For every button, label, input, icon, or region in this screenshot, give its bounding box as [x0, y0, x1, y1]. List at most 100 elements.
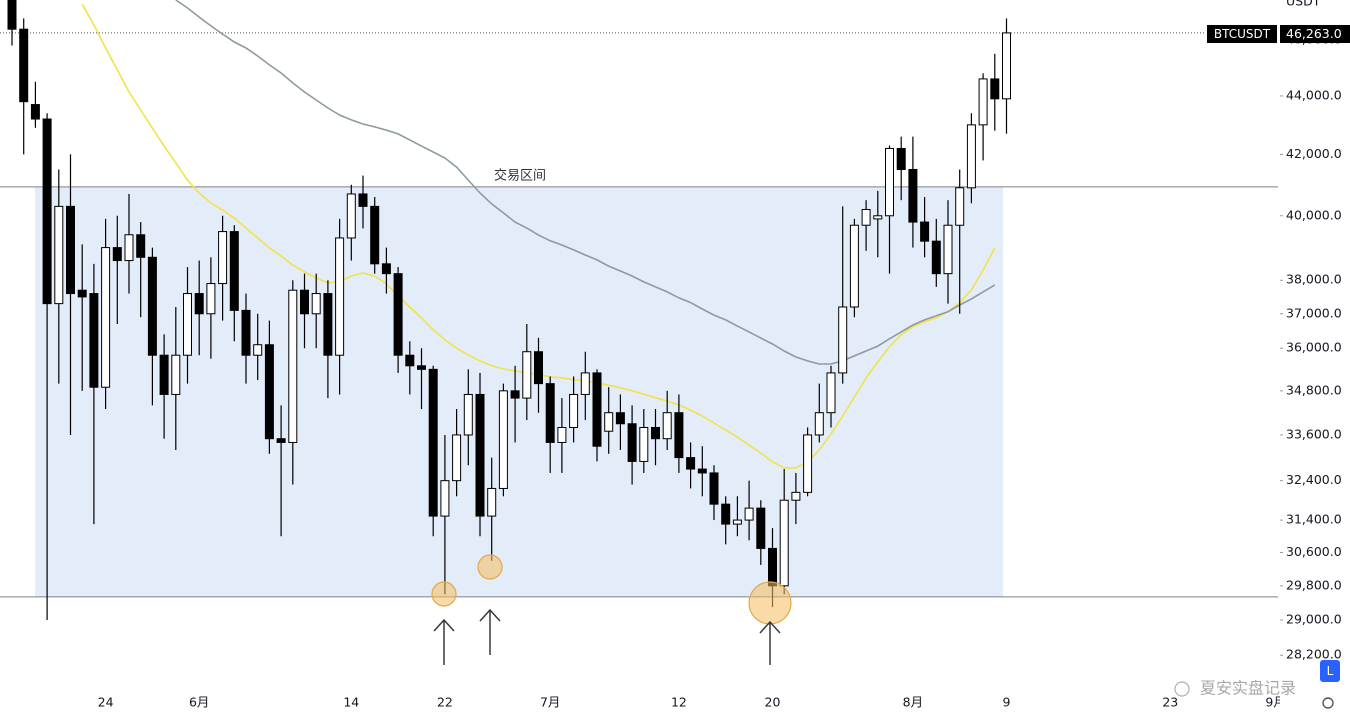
candle-body — [323, 293, 333, 356]
candle-body — [417, 365, 426, 370]
candle-body — [826, 372, 836, 414]
candle-body — [253, 344, 263, 356]
candle-body — [803, 434, 813, 493]
settings-icon[interactable] — [1322, 697, 1334, 709]
candle-body — [838, 306, 848, 374]
candle-body — [264, 344, 274, 440]
symbol-badge — [1207, 25, 1277, 43]
arrow — [479, 608, 501, 655]
candle-body — [791, 491, 801, 501]
candle-body — [19, 28, 29, 103]
x-tick-label: 7月 — [540, 695, 560, 710]
x-tick-label: 6月 — [189, 695, 209, 710]
candle-body — [288, 289, 298, 443]
candle-body — [627, 423, 637, 462]
candle-body — [381, 263, 391, 275]
candle-body — [814, 412, 824, 436]
y-tick-label: 36,000.0 — [1286, 340, 1342, 355]
candle-body — [534, 351, 543, 385]
candle-body — [955, 187, 965, 226]
candle-body — [943, 224, 953, 275]
candle-body — [674, 412, 684, 459]
candle-body — [592, 372, 602, 447]
low-marker — [477, 554, 503, 580]
currency-label: USDT — [1286, 0, 1321, 9]
x-tick-label: 20 — [765, 695, 781, 710]
candle-body — [101, 247, 111, 388]
candle-body — [124, 234, 134, 262]
candle-body — [686, 457, 696, 470]
arrow — [433, 618, 455, 665]
candle-body — [300, 289, 309, 315]
arrow — [759, 620, 781, 665]
candle-body — [42, 118, 52, 305]
y-tick-label: 30,600.0 — [1286, 544, 1342, 559]
candle-body — [709, 472, 719, 505]
symbol-label: BTCUSDT — [1214, 27, 1271, 41]
candle-body — [393, 273, 403, 356]
candle-body — [136, 234, 146, 258]
annotations — [431, 554, 792, 665]
candle-body — [721, 503, 731, 525]
candle-body — [697, 468, 707, 474]
candle-body — [931, 240, 941, 275]
y-tick-label: 44,000.0 — [1286, 87, 1342, 102]
candle-body — [639, 426, 649, 462]
candle-body — [744, 507, 754, 521]
candle-body — [89, 293, 99, 388]
candle-body — [147, 256, 157, 356]
y-tick-label: 29,800.0 — [1286, 577, 1342, 592]
axes: 246月14227月12208月9239月USDT46,000.044,000.… — [98, 0, 1350, 716]
watermark: 夏安实盘记录 — [1200, 679, 1296, 698]
overlay: BTCUSDT 46,263.0 夏安实盘记录 L — [1174, 25, 1350, 709]
candle-layer — [7, 0, 1011, 621]
candle-body — [966, 124, 976, 189]
candle-body — [569, 393, 579, 428]
x-tick-label: 8月 — [903, 695, 923, 710]
candle-body — [861, 208, 871, 226]
candle-body — [990, 78, 1000, 100]
watermark-logo — [1174, 681, 1190, 697]
x-tick-label: 22 — [437, 695, 453, 710]
candle-body — [405, 354, 415, 367]
low-marker — [431, 581, 457, 607]
price-axis-panel — [1280, 0, 1350, 716]
candle-body — [732, 519, 742, 525]
candle-body — [651, 426, 660, 440]
candle-body — [241, 309, 251, 356]
y-tick-label: 42,000.0 — [1286, 146, 1342, 161]
candle-body — [194, 293, 204, 315]
candle-body — [849, 224, 859, 308]
level-label: 交易区间 — [494, 167, 546, 183]
candle-body — [463, 393, 473, 436]
candle-body — [604, 412, 614, 432]
y-tick-label: 33,600.0 — [1286, 426, 1342, 441]
candle-body — [920, 221, 930, 242]
price-badge — [1280, 25, 1350, 43]
candle-body — [370, 205, 380, 265]
y-tick-label: 31,400.0 — [1286, 512, 1342, 527]
candle-body — [475, 393, 485, 517]
x-tick-label: 23 — [1162, 695, 1178, 710]
y-tick-label: 37,000.0 — [1286, 305, 1342, 320]
scale-button[interactable] — [1320, 660, 1340, 682]
candle-body — [452, 434, 462, 482]
candle-body — [30, 104, 40, 120]
y-tick-label: 34,800.0 — [1286, 382, 1342, 397]
candle-body — [487, 487, 497, 517]
candle-body — [908, 168, 918, 223]
candle-body — [662, 412, 672, 440]
candle-body — [171, 354, 181, 395]
y-tick-label: 40,000.0 — [1286, 207, 1342, 222]
x-tick-label: 14 — [343, 695, 359, 710]
candle-body — [229, 231, 239, 311]
candle-body — [978, 78, 988, 126]
y-tick-label: 32,400.0 — [1286, 472, 1342, 487]
y-tick-label: 28,200.0 — [1286, 647, 1342, 662]
candle-body — [498, 390, 508, 489]
overlay-line — [175, 0, 996, 365]
scale-button-label[interactable]: L — [1327, 664, 1334, 678]
last-price-label: 46,263.0 — [1286, 26, 1342, 41]
candle-body — [428, 368, 438, 517]
